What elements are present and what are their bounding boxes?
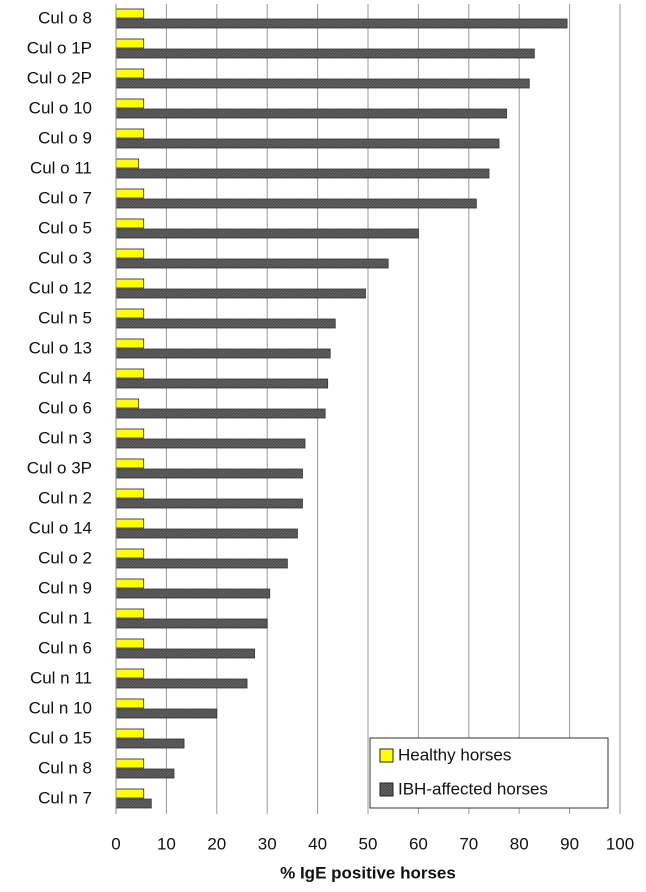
y-tick-label: Cul o 6 xyxy=(38,398,92,417)
bar xyxy=(115,518,145,529)
bar xyxy=(115,278,145,289)
y-tick-label: Cul o 1P xyxy=(27,38,92,57)
y-tick-label: Cul o 12 xyxy=(29,278,92,297)
bar xyxy=(115,198,477,209)
bar xyxy=(115,578,145,589)
y-tick-label: Cul n 6 xyxy=(38,638,92,657)
bar xyxy=(115,558,288,569)
y-tick-label: Cul o 8 xyxy=(38,8,92,27)
x-tick-label: 60 xyxy=(409,834,428,853)
bar xyxy=(115,158,140,169)
legend-box xyxy=(369,737,609,809)
bar xyxy=(115,548,145,559)
bar xyxy=(115,678,248,689)
bar xyxy=(115,798,152,809)
bar xyxy=(115,618,268,629)
bar xyxy=(115,528,298,539)
x-axis-title: % IgE positive horses xyxy=(280,863,456,882)
y-tick-label: Cul n 10 xyxy=(29,698,92,717)
y-tick-label: Cul n 1 xyxy=(38,608,92,627)
y-tick-label: Cul o 3P xyxy=(27,458,92,477)
bar xyxy=(115,68,145,79)
y-tick-label: Cul o 2P xyxy=(27,68,92,87)
bar xyxy=(115,308,145,319)
bar xyxy=(115,248,145,259)
bar xyxy=(115,438,306,449)
bar xyxy=(115,138,500,149)
x-tick-label: 70 xyxy=(459,834,478,853)
bar xyxy=(115,318,336,329)
x-tick-label: 20 xyxy=(207,834,226,853)
y-tick-label: Cul o 13 xyxy=(29,338,92,357)
bar xyxy=(115,398,140,409)
x-tick-label: 100 xyxy=(606,834,634,853)
y-tick-label: Cul o 7 xyxy=(38,188,92,207)
bar xyxy=(115,408,326,419)
y-tick-label: Cul n 4 xyxy=(38,368,92,387)
bar xyxy=(115,488,145,499)
y-tick-label: Cul o 3 xyxy=(38,248,92,267)
x-tick-label: 80 xyxy=(510,834,529,853)
bar xyxy=(115,698,145,709)
y-tick-label: Cul n 5 xyxy=(38,308,92,327)
legend-swatch xyxy=(379,748,394,763)
bar xyxy=(115,338,145,349)
y-tick-label: Cul o 14 xyxy=(29,518,92,537)
bar xyxy=(115,18,568,29)
y-tick-label: Cul o 9 xyxy=(38,128,92,147)
y-tick-label: Cul n 11 xyxy=(30,668,92,687)
bar xyxy=(115,638,145,649)
bar xyxy=(115,738,185,749)
x-tick-label: 50 xyxy=(359,834,378,853)
bar xyxy=(115,348,331,359)
x-tick-label: 30 xyxy=(258,834,277,853)
y-tick-label: Cul o 5 xyxy=(38,218,92,237)
x-tick-label: 10 xyxy=(157,834,176,853)
bar xyxy=(115,288,366,299)
legend-label: IBH-affected horses xyxy=(398,779,548,798)
bar xyxy=(115,458,145,469)
bar xyxy=(115,648,256,659)
legend-label: Healthy horses xyxy=(398,745,511,764)
bar xyxy=(115,608,145,619)
y-tick-label: Cul n 2 xyxy=(38,488,92,507)
bar xyxy=(115,218,145,229)
bar xyxy=(115,668,145,679)
bar xyxy=(115,588,271,599)
x-tick-label: 90 xyxy=(560,834,579,853)
bar xyxy=(115,8,145,19)
y-tick-label: Cul o 10 xyxy=(29,98,92,117)
bar xyxy=(115,228,419,239)
bar xyxy=(115,98,145,109)
y-tick-label: Cul n 9 xyxy=(38,578,92,597)
bar xyxy=(115,188,145,199)
y-tick-label: Cul n 8 xyxy=(38,758,92,777)
bar xyxy=(115,498,303,509)
bar xyxy=(115,78,530,89)
x-tick-label: 0 xyxy=(111,834,120,853)
bar xyxy=(115,768,175,779)
y-tick-label: Cul o 2 xyxy=(38,548,92,567)
bar xyxy=(115,378,329,389)
bar xyxy=(115,368,145,379)
bar xyxy=(115,758,145,769)
bar xyxy=(115,168,490,179)
x-tick-label: 40 xyxy=(308,834,327,853)
bar xyxy=(115,708,218,719)
bar xyxy=(115,728,145,739)
y-tick-label: Cul o 11 xyxy=(30,158,92,177)
bar xyxy=(115,128,145,139)
bar xyxy=(115,48,535,59)
bar xyxy=(115,38,145,49)
bar xyxy=(115,788,145,799)
bar xyxy=(115,468,303,479)
legend-swatch xyxy=(379,782,394,797)
y-tick-label: Cul n 3 xyxy=(38,428,92,447)
bar xyxy=(115,108,508,119)
bar xyxy=(115,428,145,439)
bar xyxy=(115,258,389,269)
y-tick-label: Cul n 7 xyxy=(38,788,92,807)
y-tick-label: Cul o 15 xyxy=(29,728,92,747)
